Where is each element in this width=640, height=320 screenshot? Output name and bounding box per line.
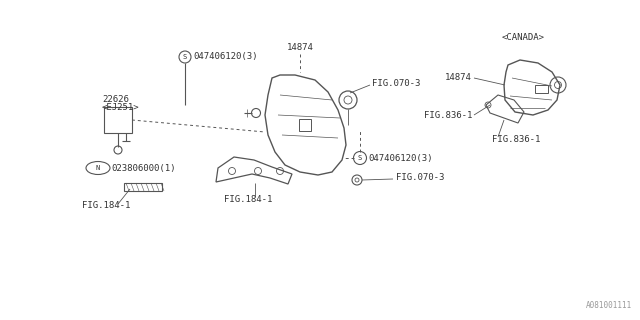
Text: 14874: 14874 <box>287 43 314 52</box>
Text: <CANADA>: <CANADA> <box>502 33 545 42</box>
Text: A081001111: A081001111 <box>586 301 632 310</box>
Bar <box>124 183 162 191</box>
Text: FIG.070-3: FIG.070-3 <box>396 172 444 181</box>
Text: 023806000(1): 023806000(1) <box>111 164 175 172</box>
Text: FIG.836-1: FIG.836-1 <box>492 135 540 145</box>
Text: FIG.184-1: FIG.184-1 <box>82 202 131 211</box>
Text: FIG.836-1: FIG.836-1 <box>424 110 472 119</box>
Text: 22626: 22626 <box>102 95 129 105</box>
Text: S: S <box>183 54 187 60</box>
Text: N: N <box>96 165 100 171</box>
Text: FIG.184-1: FIG.184-1 <box>224 196 272 204</box>
Text: S: S <box>358 155 362 161</box>
Text: 14874: 14874 <box>445 74 472 83</box>
Text: 047406120(3): 047406120(3) <box>193 52 257 61</box>
Text: <EJ251>: <EJ251> <box>102 103 140 113</box>
Text: 047406120(3): 047406120(3) <box>368 154 433 163</box>
Text: FIG.070-3: FIG.070-3 <box>372 78 420 87</box>
